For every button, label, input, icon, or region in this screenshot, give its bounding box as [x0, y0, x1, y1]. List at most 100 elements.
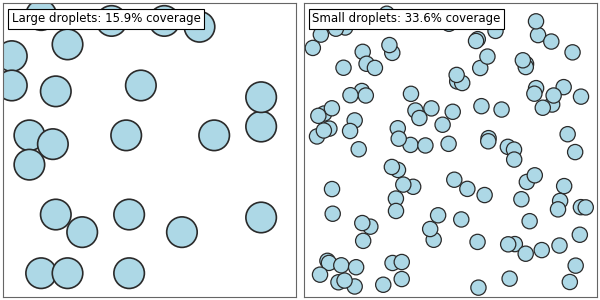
Circle shape [317, 106, 332, 121]
Circle shape [455, 14, 471, 29]
Circle shape [390, 121, 406, 136]
Circle shape [494, 102, 509, 117]
Circle shape [506, 152, 522, 167]
Circle shape [311, 108, 326, 124]
Circle shape [343, 88, 358, 103]
Circle shape [41, 199, 71, 230]
Circle shape [320, 253, 335, 268]
Circle shape [343, 123, 358, 139]
Circle shape [518, 59, 533, 75]
Circle shape [534, 242, 550, 258]
Circle shape [367, 60, 383, 76]
Circle shape [449, 74, 465, 89]
Circle shape [388, 191, 404, 206]
Circle shape [394, 254, 409, 270]
Circle shape [568, 145, 583, 160]
Circle shape [446, 172, 462, 188]
Circle shape [474, 98, 489, 114]
Circle shape [553, 193, 568, 208]
Circle shape [550, 202, 566, 217]
Circle shape [529, 14, 544, 29]
Circle shape [568, 258, 583, 273]
Circle shape [391, 131, 406, 146]
Circle shape [435, 117, 450, 132]
Circle shape [469, 33, 484, 49]
Circle shape [412, 110, 427, 126]
Circle shape [403, 137, 418, 152]
Circle shape [518, 56, 533, 72]
Circle shape [454, 212, 469, 227]
Circle shape [535, 100, 550, 116]
Circle shape [527, 168, 542, 183]
Circle shape [322, 255, 337, 271]
Circle shape [470, 32, 485, 47]
Text: Large droplets: 15.9% coverage: Large droplets: 15.9% coverage [12, 12, 200, 25]
Circle shape [544, 34, 559, 49]
Circle shape [565, 45, 580, 60]
Circle shape [184, 11, 215, 42]
Circle shape [500, 237, 516, 252]
Circle shape [578, 200, 593, 215]
Circle shape [388, 203, 404, 219]
Circle shape [67, 217, 97, 248]
Circle shape [337, 273, 352, 288]
Circle shape [325, 206, 340, 221]
Circle shape [556, 80, 571, 95]
Circle shape [562, 274, 577, 290]
Circle shape [351, 142, 367, 157]
Circle shape [481, 130, 496, 146]
Circle shape [506, 142, 521, 157]
Circle shape [527, 86, 542, 101]
Circle shape [500, 139, 515, 154]
Circle shape [96, 6, 127, 36]
Circle shape [395, 177, 411, 192]
Text: Small droplets: 33.6% coverage: Small droplets: 33.6% coverage [313, 12, 501, 25]
Circle shape [331, 275, 346, 290]
Circle shape [573, 200, 589, 215]
Circle shape [38, 129, 68, 159]
Circle shape [507, 236, 523, 252]
Circle shape [0, 41, 27, 71]
Circle shape [246, 202, 277, 233]
Circle shape [560, 127, 575, 142]
Circle shape [449, 67, 464, 83]
Circle shape [379, 6, 394, 21]
Circle shape [471, 280, 486, 295]
Circle shape [355, 215, 370, 231]
Circle shape [149, 6, 179, 36]
Circle shape [418, 138, 433, 153]
Circle shape [481, 134, 496, 149]
Circle shape [519, 174, 535, 190]
Circle shape [313, 267, 328, 282]
Circle shape [385, 45, 400, 61]
Circle shape [574, 89, 589, 104]
Circle shape [167, 217, 197, 248]
Circle shape [455, 75, 470, 91]
Circle shape [246, 111, 277, 142]
Circle shape [359, 11, 374, 26]
Circle shape [529, 80, 544, 96]
Circle shape [502, 271, 517, 286]
Circle shape [26, 0, 56, 30]
Circle shape [376, 277, 391, 292]
Circle shape [347, 113, 362, 128]
Circle shape [52, 258, 83, 289]
Circle shape [358, 88, 373, 103]
Circle shape [518, 246, 533, 261]
Circle shape [41, 76, 71, 106]
Circle shape [199, 120, 229, 151]
Circle shape [426, 232, 442, 248]
Circle shape [422, 221, 438, 237]
Circle shape [14, 149, 44, 180]
Circle shape [477, 188, 492, 203]
Circle shape [545, 97, 560, 112]
Circle shape [408, 103, 423, 118]
Circle shape [0, 70, 27, 101]
Circle shape [26, 258, 56, 289]
Circle shape [552, 238, 567, 253]
Circle shape [338, 20, 353, 35]
Circle shape [460, 181, 475, 196]
Circle shape [355, 44, 370, 59]
Circle shape [448, 13, 464, 28]
Circle shape [347, 279, 362, 294]
